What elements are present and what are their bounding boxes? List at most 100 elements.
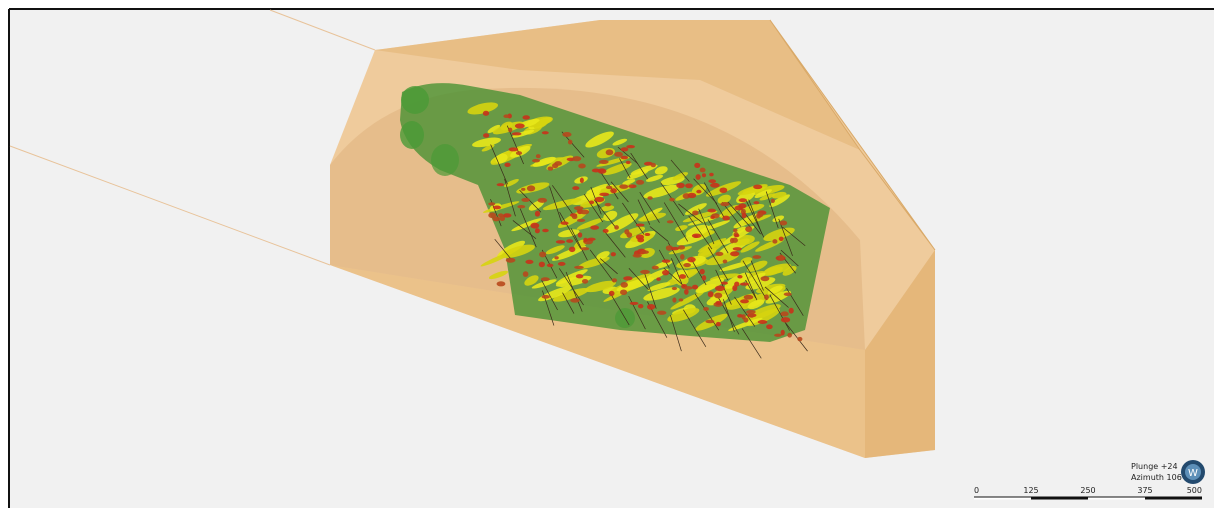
- grade-interval: [508, 147, 519, 152]
- scale-label: 375: [1137, 486, 1152, 495]
- grade-interval: [614, 225, 619, 230]
- drillhole: [780, 249, 799, 267]
- vein: [555, 275, 592, 287]
- drillhole: [691, 259, 707, 286]
- compass-letter: W: [1188, 468, 1198, 479]
- grade-interval: [554, 161, 563, 166]
- grade-interval: [701, 275, 707, 281]
- grade-interval: [488, 202, 496, 206]
- drillhole: [622, 202, 645, 235]
- grade-interval: [555, 240, 566, 244]
- grade-interval: [757, 320, 768, 324]
- grade-interval: [753, 184, 763, 190]
- drillhole: [628, 295, 646, 330]
- block-top: [375, 20, 860, 150]
- grade-interval: [666, 220, 674, 224]
- vein: [467, 102, 499, 115]
- vein: [603, 210, 618, 221]
- grade-interval: [579, 177, 584, 184]
- vein: [585, 280, 616, 293]
- grade-interval: [566, 239, 574, 243]
- grade-interval: [646, 303, 656, 310]
- vein: [585, 131, 614, 148]
- drillhole: [583, 194, 604, 223]
- grade-interval: [730, 251, 740, 257]
- vein: [771, 191, 787, 199]
- grade-interval: [710, 215, 715, 219]
- drillhole: [609, 292, 630, 326]
- grade-interval: [749, 313, 754, 318]
- drillhole: [541, 279, 558, 311]
- grade-interval: [580, 209, 590, 215]
- grade-interval: [669, 197, 675, 202]
- grade-interval: [752, 255, 762, 259]
- drillhole: [670, 314, 682, 352]
- grade-interval: [488, 212, 497, 219]
- grade-interval: [715, 321, 721, 327]
- scale-label: 250: [1080, 486, 1095, 495]
- vein: [672, 172, 689, 181]
- vein: [717, 194, 731, 204]
- grade-interval: [521, 187, 526, 191]
- grade-interval: [605, 149, 614, 156]
- grade-interval: [651, 265, 659, 270]
- grade-interval: [705, 319, 715, 324]
- drillhole: [678, 203, 703, 224]
- vein: [724, 272, 750, 289]
- drillhole: [670, 159, 690, 182]
- grade-interval: [738, 198, 748, 203]
- grade-interval: [590, 225, 600, 230]
- grade-interval: [538, 261, 546, 268]
- drillhole: [519, 189, 542, 213]
- grade-interval: [567, 139, 573, 145]
- grade-interval: [707, 208, 717, 213]
- block-bottom: [330, 265, 865, 458]
- grade-interval: [557, 261, 566, 266]
- grade-interval: [708, 179, 717, 184]
- drillhole: [721, 202, 742, 227]
- drillhole: [764, 286, 789, 308]
- grade-interval: [598, 159, 609, 164]
- drillhole: [765, 191, 779, 229]
- grade-interval: [734, 233, 740, 238]
- grade-interval: [521, 197, 530, 202]
- grade-interval: [760, 276, 770, 282]
- grade-interval: [780, 329, 785, 336]
- grade-interval: [671, 286, 678, 291]
- vein: [576, 218, 605, 230]
- grade-interval: [626, 144, 635, 149]
- grade-interval: [541, 131, 549, 135]
- grade-interval: [647, 196, 653, 200]
- grade-interval: [780, 311, 789, 317]
- grade-interval: [732, 247, 742, 251]
- drillhole: [512, 220, 537, 240]
- drillhole: [504, 178, 516, 217]
- grade-interval: [714, 292, 723, 299]
- grade-interval: [732, 228, 738, 233]
- grade-interval: [665, 245, 673, 251]
- vein: [705, 252, 740, 266]
- grade-interval: [692, 210, 699, 216]
- grade-interval: [637, 237, 645, 243]
- grade-interval: [620, 289, 628, 296]
- grade-interval: [591, 168, 601, 173]
- grade-interval: [610, 188, 617, 194]
- drillhole: [769, 294, 790, 331]
- grade-interval: [788, 307, 794, 314]
- grade-interval: [739, 282, 750, 286]
- grade-interval: [746, 309, 756, 314]
- drillhole: [549, 186, 563, 223]
- drillhole: [630, 152, 648, 180]
- grade-interval: [562, 131, 572, 138]
- grade-interval: [605, 185, 613, 190]
- drillhole: [782, 226, 806, 247]
- grade-interval: [546, 263, 554, 268]
- drillhole: [519, 208, 537, 248]
- hud: Plunge +24 Azimuth 106 W 0 125 250 375 500: [974, 460, 1205, 500]
- scale-label: 500: [1187, 486, 1202, 495]
- drillhole: [628, 268, 649, 291]
- block-side: [865, 250, 935, 458]
- grade-interval: [577, 232, 583, 238]
- grade-interval: [783, 292, 792, 296]
- drillhole: [722, 299, 735, 332]
